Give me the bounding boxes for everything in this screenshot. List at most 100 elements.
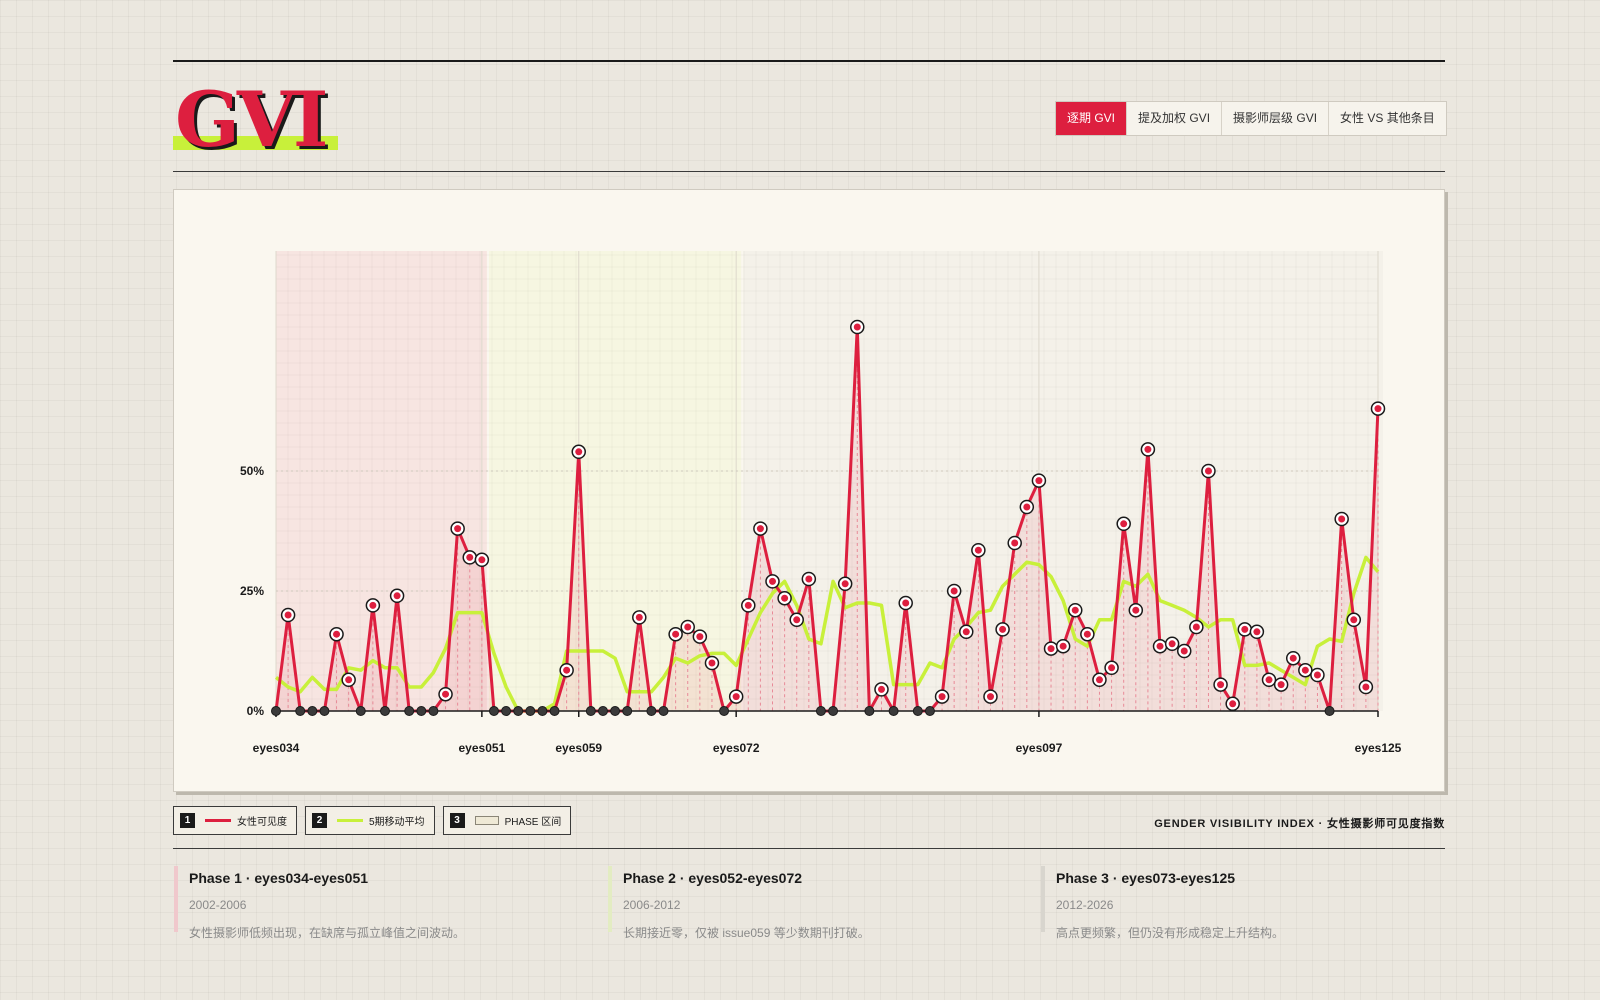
data-point-core — [478, 556, 486, 564]
data-point-core — [1120, 520, 1128, 528]
x-tick-label: eyes059 — [555, 741, 602, 755]
top-rule — [173, 60, 1445, 62]
logo-highlight — [173, 136, 338, 150]
data-point-zero — [513, 706, 524, 716]
data-point-zero — [912, 706, 923, 716]
data-point-core — [333, 630, 341, 638]
data-point-zero — [622, 706, 633, 716]
legend-swatch-green-line — [337, 819, 363, 822]
phase-title: Phase 3 · eyes073-eyes125 — [1056, 870, 1236, 886]
data-point-zero — [1324, 706, 1335, 716]
chart-card: 0% 25% 50% eyes034 eyes051 eyes059 eyes072 eyes… — [173, 189, 1445, 792]
data-point-core — [1350, 616, 1358, 624]
legend: 1 女性可见度 2 5期移动平均 3 PHASE 区间 — [173, 806, 572, 835]
data-point-core — [1144, 445, 1152, 453]
data-point-core — [454, 525, 462, 533]
data-point-core — [902, 599, 910, 607]
tab-per-issue-gvi[interactable]: 逐期 GVI — [1056, 102, 1127, 135]
data-point-core — [781, 594, 789, 602]
data-point-core — [1241, 625, 1249, 633]
legend-item-moving-average[interactable]: 2 5期移动平均 — [305, 806, 435, 835]
legend-swatch-red-line — [205, 819, 231, 822]
tab-female-vs-others[interactable]: 女性 VS 其他条目 — [1328, 102, 1446, 135]
data-point-core — [345, 676, 353, 684]
x-tick-label: eyes051 — [459, 741, 506, 755]
legend-item-phase-range[interactable]: 3 PHASE 区间 — [442, 806, 572, 835]
data-point-core — [1108, 664, 1116, 672]
data-point-core — [1035, 477, 1043, 485]
tab-photographer-level-gvi[interactable]: 摄影师层级 GVI — [1221, 102, 1328, 135]
data-point-core — [635, 613, 643, 621]
data-point-zero — [501, 706, 512, 716]
data-point-core — [877, 685, 885, 693]
data-point-core — [974, 546, 982, 554]
phase-card-2: Phase 2 · eyes052-eyes072 2006-2012 长期接近… — [608, 866, 1008, 940]
phase-years: 2006-2012 — [623, 898, 681, 912]
data-point-zero — [585, 706, 596, 716]
x-tick-label: eyes125 — [1355, 741, 1402, 755]
data-point-core — [1180, 647, 1188, 655]
data-point-core — [1253, 628, 1261, 636]
data-point-core — [369, 601, 377, 609]
data-point-zero — [488, 706, 499, 716]
data-point-core — [442, 690, 450, 698]
legend-number: 1 — [180, 813, 195, 828]
logo-text: GVI — [175, 75, 328, 164]
data-point-zero — [597, 706, 608, 716]
legend-label: 女性可见度 — [237, 817, 287, 828]
data-point-core — [1229, 700, 1237, 708]
y-tick-label: 25% — [240, 584, 264, 598]
legend-number: 3 — [449, 813, 465, 828]
view-tabs: 逐期 GVI 提及加权 GVI 摄影师层级 GVI 女性 VS 其他条目 — [1055, 101, 1447, 136]
data-point-core — [1011, 539, 1019, 547]
tab-mention-weighted-gvi[interactable]: 提及加权 GVI — [1126, 102, 1221, 135]
phase-color-bar — [1041, 866, 1045, 932]
phase-years: 2012-2026 — [1056, 898, 1114, 912]
data-point-core — [999, 625, 1007, 633]
data-point-core — [684, 623, 692, 631]
data-point-core — [563, 666, 571, 674]
data-point-core — [575, 448, 583, 456]
phase-card-3: Phase 3 · eyes073-eyes125 2012-2026 高点更频… — [1041, 866, 1441, 940]
data-point-zero — [864, 706, 875, 716]
data-point-core — [1289, 654, 1297, 662]
data-point-core — [696, 633, 704, 641]
data-point-zero — [307, 706, 318, 716]
data-point-core — [986, 693, 994, 701]
phase-color-bar — [174, 866, 178, 932]
data-point-zero — [610, 706, 621, 716]
data-point-core — [1071, 606, 1079, 614]
data-point-core — [805, 575, 813, 583]
data-point-core — [732, 693, 740, 701]
data-point-zero — [404, 706, 415, 716]
chart-caption: GENDER VISIBILITY INDEX · 女性摄影师可见度指数 — [1154, 818, 1445, 830]
phase-description: 高点更频繁，但仍没有形成稳定上升结构。 — [1056, 926, 1285, 940]
data-point-zero — [888, 706, 899, 716]
data-point-zero — [658, 706, 669, 716]
drop-lines — [287, 327, 1379, 711]
data-point-zero — [537, 706, 548, 716]
data-point-core — [1362, 683, 1370, 691]
data-point-core — [708, 659, 716, 667]
data-point-zero — [646, 706, 657, 716]
data-point-zero — [815, 706, 826, 716]
x-tick-label: eyes034 — [253, 741, 300, 755]
data-point-core — [962, 628, 970, 636]
legend-item-female-visibility[interactable]: 1 女性可见度 — [173, 806, 297, 835]
data-point-core — [1132, 606, 1140, 614]
data-point-core — [1168, 640, 1176, 648]
data-point-core — [1374, 405, 1382, 413]
data-point-core — [1083, 630, 1091, 638]
data-point-core — [756, 525, 764, 533]
data-point-core — [284, 611, 292, 619]
data-point-core — [1095, 676, 1103, 684]
data-point-core — [1023, 503, 1031, 511]
data-point-core — [938, 693, 946, 701]
data-point-core — [1204, 467, 1212, 475]
phase-card-1: Phase 1 · eyes034-eyes051 2002-2006 女性摄影… — [174, 866, 574, 940]
data-point-core — [1313, 671, 1321, 679]
data-points — [271, 319, 1386, 716]
y-tick-label: 50% — [240, 464, 264, 478]
data-point-core — [769, 577, 777, 585]
data-point-zero — [549, 706, 560, 716]
